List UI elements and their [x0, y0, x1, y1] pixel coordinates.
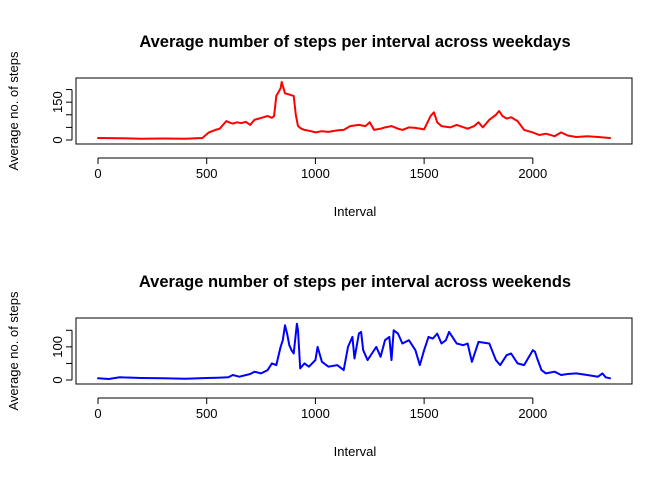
y-tick-label: 150 — [50, 91, 65, 113]
x-tick-label: 1500 — [410, 166, 439, 181]
x-axis-label: Interval — [334, 444, 377, 459]
chart-title: Average number of steps per interval acr… — [139, 33, 570, 51]
x-tick-label: 0 — [94, 166, 101, 181]
y-tick-label: 0 — [50, 376, 65, 383]
weekdays-chart: Average number of steps per interval acr… — [6, 33, 633, 219]
x-tick-label: 500 — [196, 406, 218, 421]
x-tick-label: 2000 — [518, 406, 547, 421]
weekends-chart: Average number of steps per interval acr… — [6, 273, 633, 459]
series-line — [97, 81, 611, 140]
x-tick-label: 500 — [196, 166, 218, 181]
x-tick-label: 0 — [94, 406, 101, 421]
x-tick-label: 1000 — [301, 166, 330, 181]
y-axis: 0 100 — [50, 329, 73, 384]
y-tick-label: 100 — [50, 336, 65, 358]
plot-frame — [75, 317, 633, 385]
x-axis: 0 500 1000 1500 2000 — [94, 157, 547, 181]
x-tick-label: 2000 — [518, 166, 547, 181]
x-axis-label: Interval — [334, 204, 377, 219]
y-axis-label: Average no. of steps — [6, 51, 21, 171]
plot-frame — [75, 77, 633, 145]
y-axis-label: Average no. of steps — [6, 291, 21, 411]
chart-title: Average number of steps per interval acr… — [139, 273, 571, 291]
series-line — [97, 322, 611, 380]
y-tick-label: 0 — [50, 136, 65, 143]
x-axis: 0 500 1000 1500 2000 — [94, 397, 547, 421]
y-axis: 0 150 — [50, 89, 73, 144]
x-tick-label: 1000 — [301, 406, 330, 421]
x-tick-label: 1500 — [410, 406, 439, 421]
